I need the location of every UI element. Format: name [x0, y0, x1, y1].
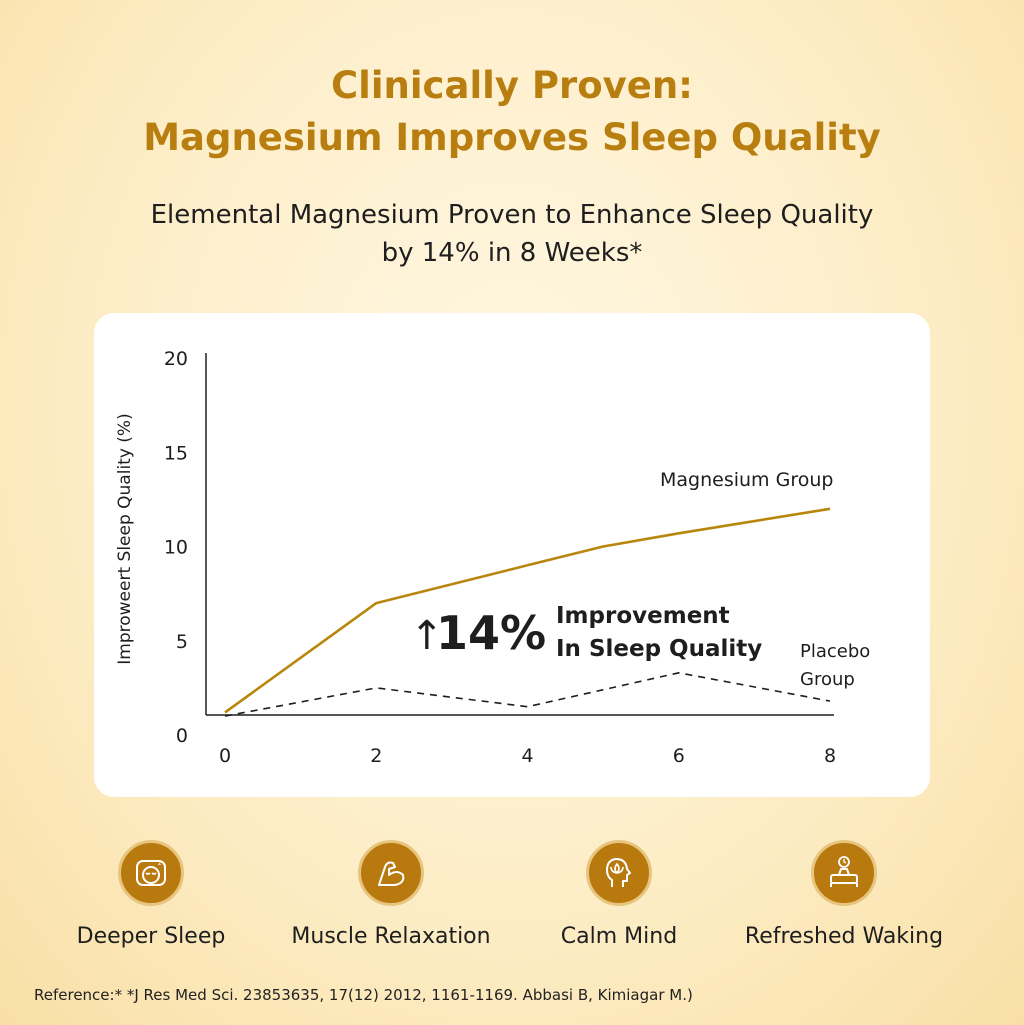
chart-card: 0 5 10 15 20 0 2 4 6 8 Improweert Sleep Quality (%…	[94, 313, 930, 797]
y-tick-label: 15	[164, 442, 188, 464]
sleeping-face-icon: z	[118, 840, 184, 906]
feature-label: Deeper Sleep	[76, 924, 226, 949]
y-axis-label: Improweert Sleep Quality (%)	[115, 413, 135, 664]
feature-label: Calm Mind	[560, 924, 678, 949]
line-chart: 0 5 10 15 20 0 2 4 6 8 Improweert Sleep Quality (%…	[115, 348, 870, 767]
x-tick-label: 2	[370, 745, 382, 767]
head-lotus-icon	[586, 840, 652, 906]
flexed-arm-icon	[358, 840, 424, 906]
feature-label: Refreshed Waking	[744, 924, 944, 949]
y-tick-label: 20	[164, 348, 188, 370]
series-line-placebo	[224, 671, 831, 717]
annotation-value: 14%	[436, 606, 546, 660]
annotation-line-2: In Sleep Quality	[556, 636, 762, 662]
page-subtitle: Elemental Magnesium Proven to Enhance Sl…	[0, 196, 1024, 272]
annotation-line-1: Improvement	[556, 603, 730, 629]
series-label-magnesium: Magnesium Group	[660, 469, 833, 491]
feature-calm-mind: Calm Mind	[499, 840, 739, 949]
x-tick-label: 0	[219, 745, 231, 767]
bed-clock-icon	[811, 840, 877, 906]
series-label-placebo-line1: Placebo	[800, 641, 870, 662]
feature-muscle-relaxation: Muscle Relaxation	[271, 840, 511, 949]
feature-list: z Deeper Sleep Muscle Relaxation Calm Mi…	[0, 840, 1024, 960]
x-tick-label: 8	[824, 745, 836, 767]
y-tick-label: 0	[176, 725, 188, 747]
reference-note: Reference:* *J Res Med Sci. 23853635, 17…	[34, 986, 693, 1004]
subtitle-line-1: Elemental Magnesium Proven to Enhance Sl…	[150, 200, 874, 230]
series-line-magnesium	[224, 507, 831, 714]
x-tick-label: 4	[521, 745, 533, 767]
svg-text:z: z	[158, 859, 162, 867]
subtitle-line-2: by 14% in 8 Weeks*	[381, 238, 643, 268]
page-title: Clinically Proven: Magnesium Improves Sl…	[0, 60, 1024, 164]
title-line-2: Magnesium Improves Sleep Quality	[143, 116, 881, 159]
feature-refreshed-waking: Refreshed Waking	[724, 840, 964, 949]
title-line-1: Clinically Proven:	[331, 64, 693, 107]
annotation-arrow: ↑	[410, 613, 444, 659]
x-tick-label: 6	[673, 745, 685, 767]
series-label-placebo-line2: Group	[800, 669, 855, 690]
feature-deeper-sleep: z Deeper Sleep	[31, 840, 271, 949]
feature-label: Muscle Relaxation	[291, 924, 491, 949]
y-tick-label: 5	[176, 631, 188, 653]
y-tick-label: 10	[164, 537, 188, 559]
